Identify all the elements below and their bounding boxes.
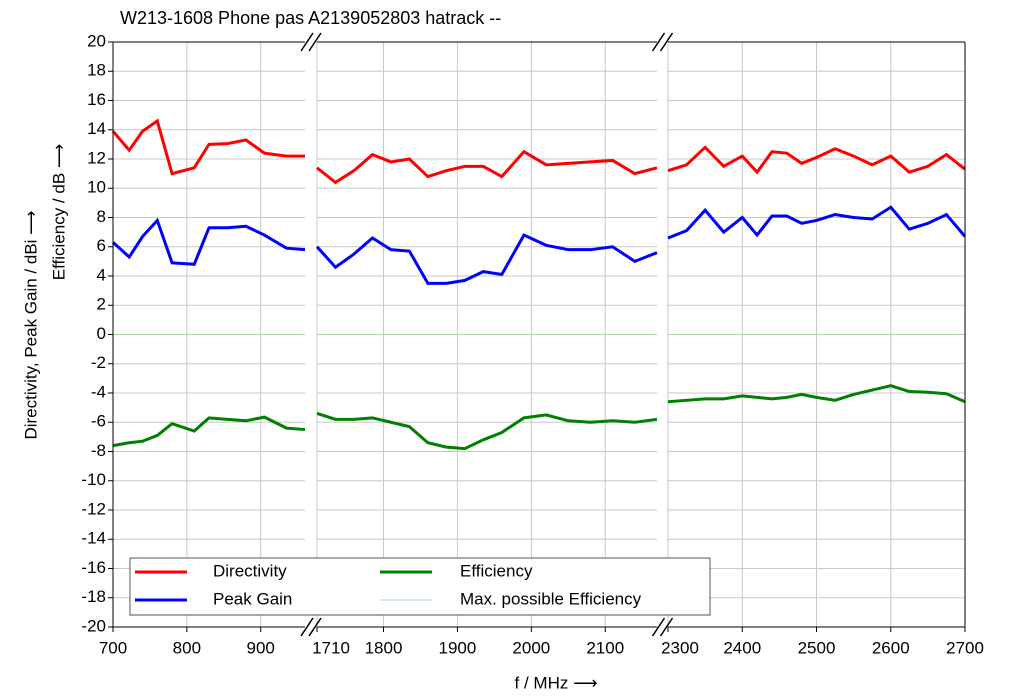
x-tick-label: 2600 xyxy=(872,638,910,657)
y-tick-label: 8 xyxy=(97,207,106,226)
y-tick-label: 10 xyxy=(87,178,106,197)
data-line xyxy=(111,217,306,266)
x-tick-label: 1900 xyxy=(439,638,477,657)
x-tick-label: 1800 xyxy=(365,638,403,657)
y-tick-label: 6 xyxy=(97,236,106,255)
x-tick-label: 2100 xyxy=(586,638,624,657)
x-tick-label: 700 xyxy=(99,638,127,657)
data-line xyxy=(316,149,658,185)
legend-box xyxy=(129,557,711,616)
y-tick-label: 2 xyxy=(97,295,106,314)
y-tick-label: 20 xyxy=(87,31,106,50)
y-tick-label: -16 xyxy=(81,558,106,577)
x-tick-label: 2500 xyxy=(798,638,836,657)
legend-label: Directivity xyxy=(213,561,287,580)
data-line xyxy=(315,233,658,285)
y-tick-label: -10 xyxy=(81,470,106,489)
y-tick-label: -4 xyxy=(91,382,106,401)
axis-break xyxy=(300,617,314,637)
axis-break xyxy=(659,617,674,637)
data-line xyxy=(667,145,966,175)
data-line xyxy=(111,118,305,176)
y-tick-label: 16 xyxy=(87,90,106,109)
y-tick-label: -14 xyxy=(81,529,106,548)
legend-label: Max. possible Efficiency xyxy=(460,589,642,608)
y-tick-label: 18 xyxy=(87,61,106,80)
x-tick-label: 800 xyxy=(173,638,201,657)
axis-break xyxy=(308,617,322,637)
y-tick-label: -20 xyxy=(81,616,106,635)
y-tick-label: -6 xyxy=(91,412,106,431)
x-axis-label: f / MHz ⟶ xyxy=(515,673,598,692)
x-tick-label: 900 xyxy=(247,638,275,657)
axis-break xyxy=(300,32,314,52)
y-tick-label: -2 xyxy=(91,353,106,372)
y-tick-label: 4 xyxy=(97,265,106,284)
y-tick-label: 0 xyxy=(97,324,106,343)
x-tick-label: 2400 xyxy=(723,638,761,657)
chart-title: W213-1608 Phone pas A2139052803 hatrack … xyxy=(120,8,501,28)
legend-label: Peak Gain xyxy=(213,589,292,608)
data-line xyxy=(667,384,966,404)
y-tick-label: -8 xyxy=(91,441,106,460)
y-axis-label: Directivity, Peak Gain / dBi ⟶ xyxy=(21,210,40,439)
x-tick-label: 2700 xyxy=(946,638,984,657)
data-line xyxy=(667,205,967,240)
data-line xyxy=(316,412,658,451)
data-line xyxy=(112,415,306,448)
y-axis-label: Efficiency / dB ⟶ xyxy=(49,144,68,281)
axis-break xyxy=(308,32,322,52)
y-tick-label: -12 xyxy=(81,499,106,518)
y-tick-label: 14 xyxy=(87,119,106,138)
y-tick-label: -18 xyxy=(81,587,106,606)
y-tick-label: 12 xyxy=(87,148,106,167)
x-tick-label: 2000 xyxy=(512,638,550,657)
axis-break xyxy=(651,32,666,52)
axis-break xyxy=(651,617,666,637)
x-tick-label: 2300 xyxy=(661,638,699,657)
axis-break xyxy=(659,32,674,52)
legend-label: Efficiency xyxy=(460,561,533,580)
x-tick-label: 1710 xyxy=(312,638,350,657)
